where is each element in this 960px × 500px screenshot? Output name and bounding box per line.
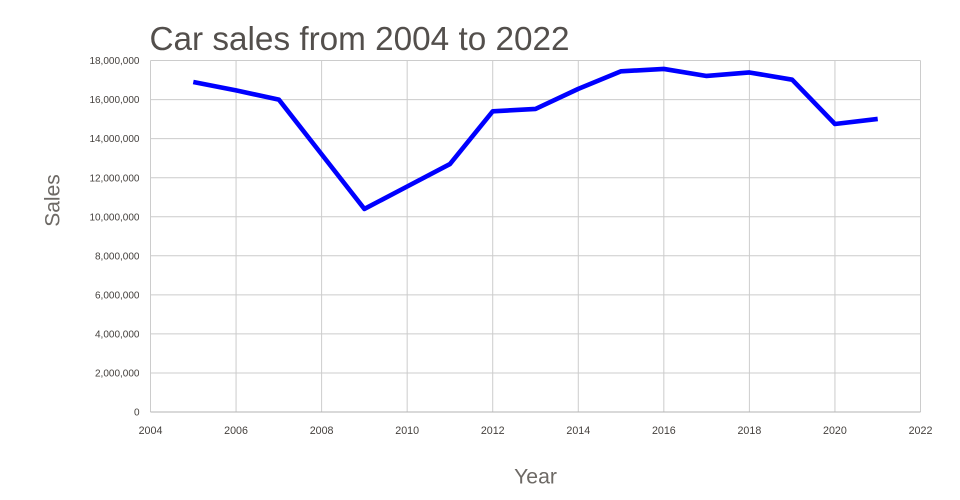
svg-text:2010: 2010 [395, 425, 419, 437]
svg-text:6,000,000: 6,000,000 [95, 290, 140, 301]
svg-text:2022: 2022 [909, 425, 933, 437]
svg-text:Car sales from 2004 to 2022: Car sales from 2004 to 2022 [150, 20, 570, 57]
svg-text:2012: 2012 [481, 425, 505, 437]
svg-text:Year: Year [514, 465, 557, 488]
svg-text:4,000,000: 4,000,000 [95, 329, 140, 340]
svg-text:2016: 2016 [652, 425, 676, 437]
svg-text:2014: 2014 [566, 425, 590, 437]
svg-text:0: 0 [134, 408, 140, 419]
svg-text:10,000,000: 10,000,000 [89, 212, 139, 223]
svg-text:16,000,000: 16,000,000 [89, 95, 139, 106]
svg-text:2020: 2020 [823, 425, 847, 437]
svg-text:Sales: Sales [42, 174, 65, 227]
svg-text:2018: 2018 [737, 425, 761, 437]
svg-text:2004: 2004 [139, 425, 163, 437]
svg-text:12,000,000: 12,000,000 [89, 173, 139, 184]
svg-text:8,000,000: 8,000,000 [95, 251, 140, 262]
svg-text:14,000,000: 14,000,000 [89, 134, 139, 145]
svg-text:18,000,000: 18,000,000 [89, 56, 139, 67]
svg-text:2,000,000: 2,000,000 [95, 369, 140, 380]
svg-text:2008: 2008 [310, 425, 334, 437]
svg-text:2006: 2006 [224, 425, 248, 437]
